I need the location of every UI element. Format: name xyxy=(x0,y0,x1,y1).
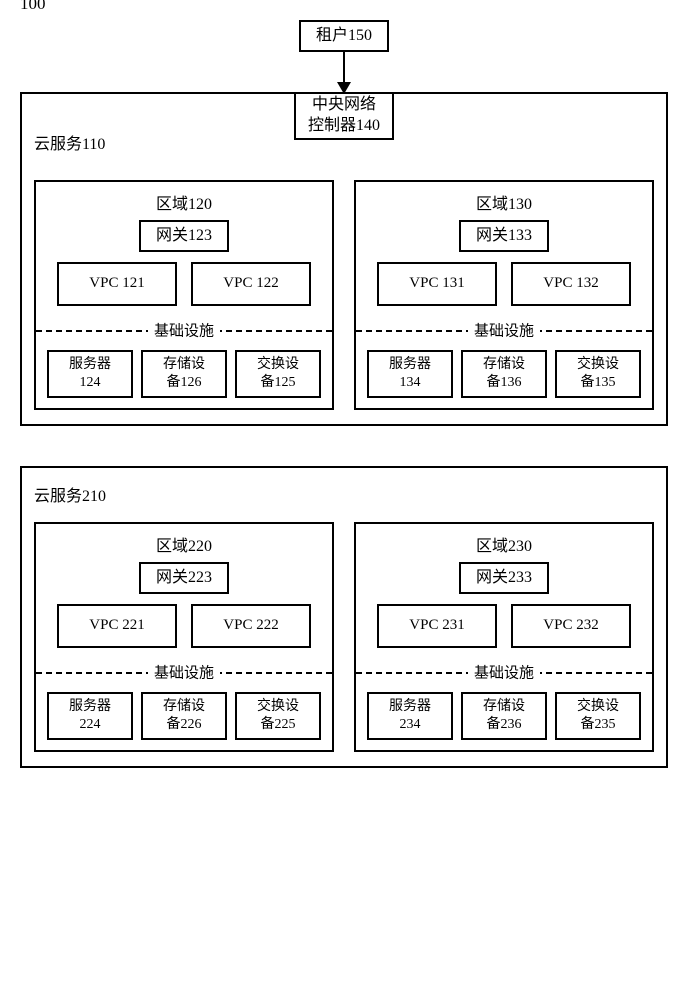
vpc-box: VPC 232 xyxy=(511,604,631,648)
switch-box: 交换设 备135 xyxy=(555,350,641,398)
region-120: 区域120 网关123 VPC 121 VPC 122 基础设施 服务器 124 xyxy=(34,180,334,410)
region-220: 区域220 网关223 VPC 221 VPC 222 基础设施 服务器 224 xyxy=(34,522,334,752)
cloud-service-210: 云服务210 区域220 网关223 VPC 221 VPC 222 基础设施 … xyxy=(20,466,668,768)
server-box: 服务器 234 xyxy=(367,692,453,740)
vpc-box: VPC 121 xyxy=(57,262,177,306)
vpc-box: VPC 122 xyxy=(191,262,311,306)
storage-box: 存储设 备226 xyxy=(141,692,227,740)
vpc-box: VPC 132 xyxy=(511,262,631,306)
gateway-box: 网关233 xyxy=(459,562,549,594)
server-box: 服务器 224 xyxy=(47,692,133,740)
architecture-diagram: 100 租户150 中央网络控制器140 云服务110 区域120 网关123 … xyxy=(20,20,668,768)
infra-label: 基础设施 xyxy=(148,662,220,683)
server-box: 服务器 134 xyxy=(367,350,453,398)
switch-box: 交换设 备225 xyxy=(235,692,321,740)
region-title: 区域120 xyxy=(46,190,322,214)
infra-label: 基础设施 xyxy=(468,662,540,683)
storage-box: 存储设 备236 xyxy=(461,692,547,740)
vpc-box: VPC 231 xyxy=(377,604,497,648)
central-controller-box: 中央网络控制器140 xyxy=(294,92,394,140)
infra-divider: 基础设施 xyxy=(356,316,652,344)
switch-box: 交换设 备235 xyxy=(555,692,641,740)
vpc-box: VPC 131 xyxy=(377,262,497,306)
storage-box: 存储设 备136 xyxy=(461,350,547,398)
regions-row: 区域120 网关123 VPC 121 VPC 122 基础设施 服务器 124 xyxy=(34,180,654,410)
cloud-label: 云服务210 xyxy=(34,482,654,506)
vpc-box: VPC 222 xyxy=(191,604,311,648)
figure-number: 100 xyxy=(20,0,46,14)
infra-divider: 基础设施 xyxy=(356,658,652,686)
infra-label: 基础设施 xyxy=(148,320,220,341)
region-title: 区域130 xyxy=(366,190,642,214)
infra-label: 基础设施 xyxy=(468,320,540,341)
cloud-service-110: 中央网络控制器140 云服务110 区域120 网关123 VPC 121 VP… xyxy=(20,92,668,426)
region-title: 区域230 xyxy=(366,532,642,556)
gateway-box: 网关133 xyxy=(459,220,549,252)
switch-box: 交换设 备125 xyxy=(235,350,321,398)
arrow-tenant-to-controller xyxy=(343,52,345,92)
region-130: 区域130 网关133 VPC 131 VPC 132 基础设施 服务器 134 xyxy=(354,180,654,410)
region-title: 区域220 xyxy=(46,532,322,556)
gateway-box: 网关223 xyxy=(139,562,229,594)
region-230: 区域230 网关233 VPC 231 VPC 232 基础设施 服务器 234 xyxy=(354,522,654,752)
controller-line1: 中央网络控制器140 xyxy=(308,95,380,137)
regions-row: 区域220 网关223 VPC 221 VPC 222 基础设施 服务器 224 xyxy=(34,522,654,752)
storage-box: 存储设 备126 xyxy=(141,350,227,398)
gateway-box: 网关123 xyxy=(139,220,229,252)
tenant-box: 租户150 xyxy=(299,20,389,52)
infra-divider: 基础设施 xyxy=(36,316,332,344)
vpc-box: VPC 221 xyxy=(57,604,177,648)
server-box: 服务器 124 xyxy=(47,350,133,398)
infra-divider: 基础设施 xyxy=(36,658,332,686)
